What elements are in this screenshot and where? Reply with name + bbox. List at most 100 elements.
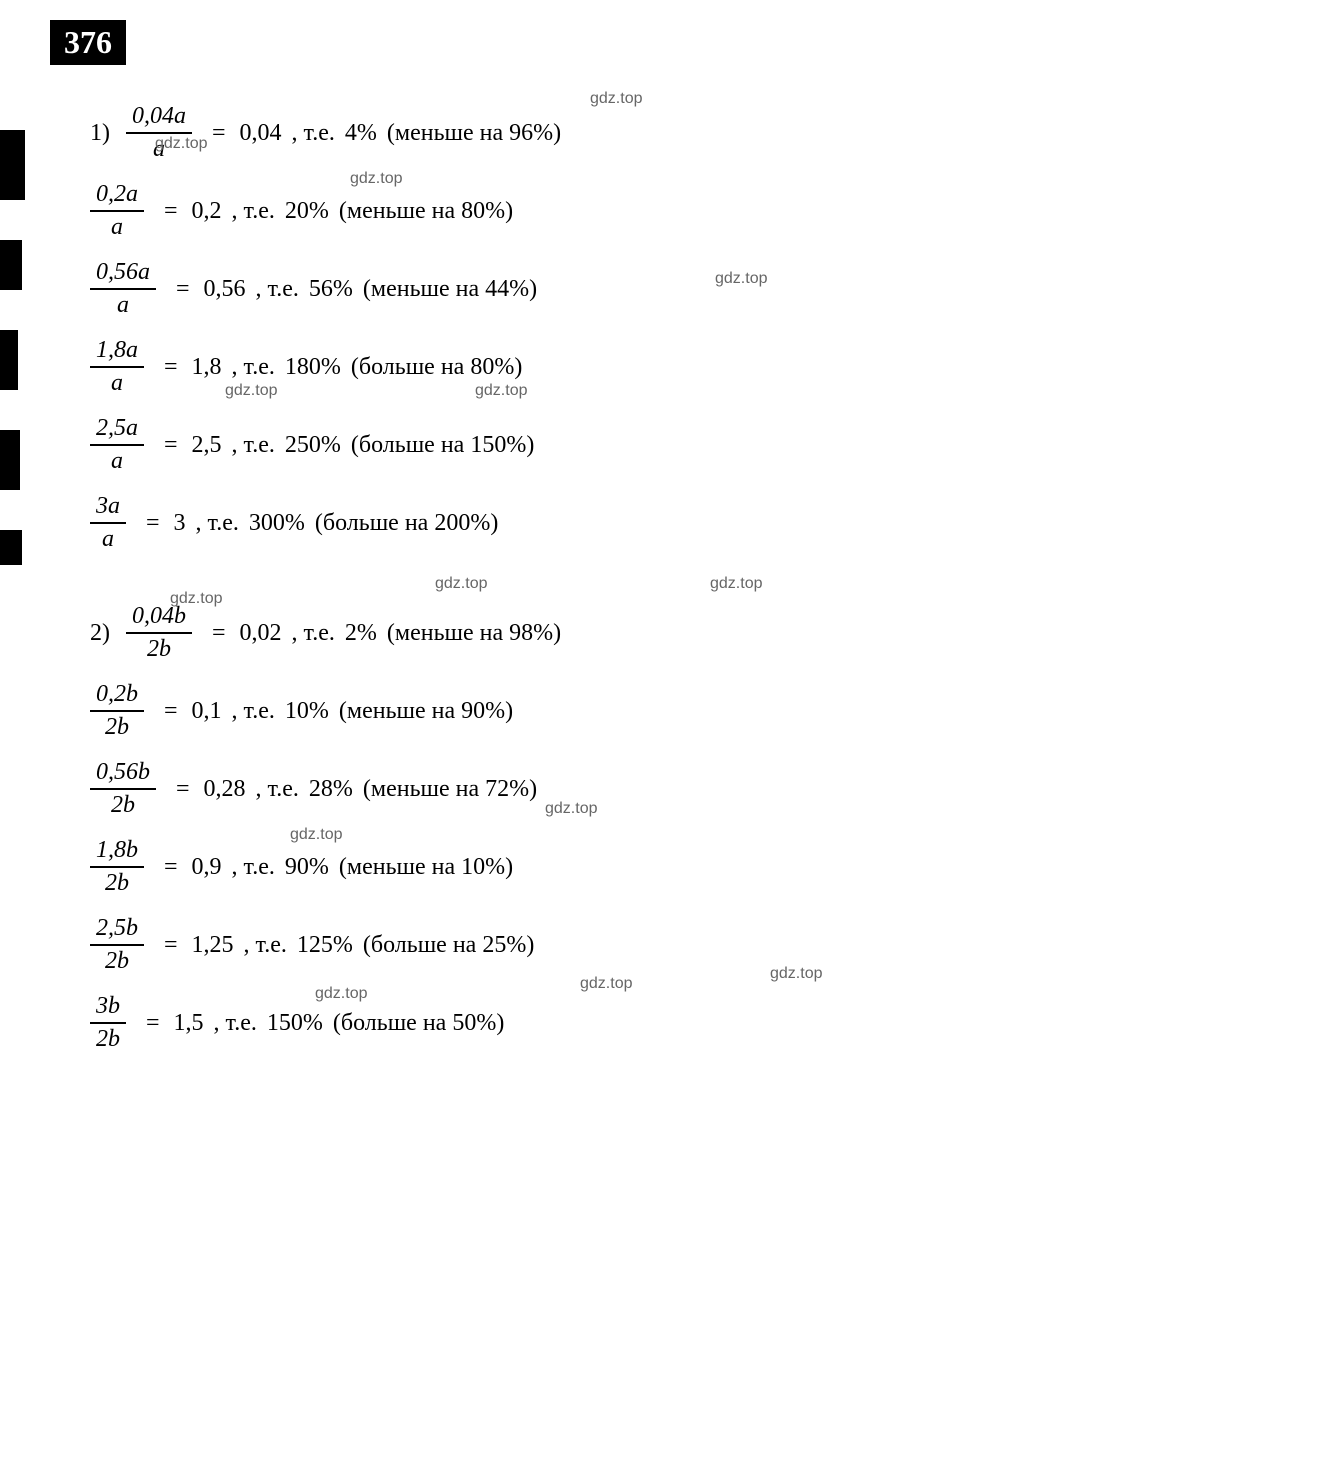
- ie-connector: , т.е.: [292, 620, 335, 647]
- equation-row: 2,5a a = 2,5 , т.е. 250% (больше на 150%…: [90, 415, 1268, 475]
- watermark-text: gdz.top: [155, 135, 207, 153]
- percent-value: 56%: [309, 276, 353, 303]
- equals-sign: =: [164, 698, 178, 725]
- equals-sign: =: [164, 198, 178, 225]
- result-value: 1,5: [174, 1010, 204, 1037]
- result-value: 0,02: [240, 620, 282, 647]
- equals-sign: =: [212, 120, 226, 147]
- result-value: 0,9: [192, 854, 222, 881]
- equals-sign: =: [164, 854, 178, 881]
- percent-value: 300%: [249, 510, 305, 537]
- percent-value: 20%: [285, 198, 329, 225]
- part-1: 1) 0,04a a = 0,04 , т.е. 4% (меньше на 9…: [90, 103, 1268, 553]
- watermark-text: gdz.top: [710, 575, 762, 593]
- fraction: 0,56b 2b: [90, 759, 156, 819]
- percent-value: 150%: [267, 1010, 323, 1037]
- list-marker: 2): [90, 620, 110, 647]
- denominator: a: [105, 446, 129, 475]
- ie-connector: , т.е.: [214, 1010, 257, 1037]
- result-value: 3: [174, 510, 186, 537]
- denominator: a: [105, 212, 129, 241]
- watermark-text: gdz.top: [770, 965, 822, 983]
- equals-sign: =: [164, 354, 178, 381]
- equation-row: 0,2b 2b = 0,1 , т.е. 10% (меньше на 90%): [90, 681, 1268, 741]
- watermark-text: gdz.top: [475, 382, 527, 400]
- result-value: 0,28: [204, 776, 246, 803]
- numerator: 1,8a: [90, 337, 144, 368]
- ie-connector: , т.е.: [196, 510, 239, 537]
- result-value: 0,56: [204, 276, 246, 303]
- numerator: 0,2b: [90, 681, 144, 712]
- equation-row: 2) 0,04b 2b = 0,02 , т.е. 2% (меньше на …: [90, 603, 1268, 663]
- equation-row: 0,2a a = 0,2 , т.е. 20% (меньше на 80%): [90, 181, 1268, 241]
- numerator: 0,56a: [90, 259, 156, 290]
- percent-value: 28%: [309, 776, 353, 803]
- ie-connector: , т.е.: [292, 120, 335, 147]
- ie-connector: , т.е.: [232, 198, 275, 225]
- equation-row: 2,5b 2b = 1,25 , т.е. 125% (больше на 25…: [90, 915, 1268, 975]
- equation-row: 0,56a a = 0,56 , т.е. 56% (меньше на 44%…: [90, 259, 1268, 319]
- percent-value: 180%: [285, 354, 341, 381]
- percent-value: 10%: [285, 698, 329, 725]
- watermark-text: gdz.top: [315, 985, 367, 1003]
- ie-connector: , т.е.: [232, 354, 275, 381]
- equals-sign: =: [146, 1010, 160, 1037]
- percent-value: 250%: [285, 432, 341, 459]
- fraction: 0,56a a: [90, 259, 156, 319]
- denominator: 2b: [141, 634, 177, 663]
- denominator: a: [96, 524, 120, 553]
- note-text: (меньше на 80%): [339, 198, 513, 225]
- result-value: 0,1: [192, 698, 222, 725]
- result-value: 0,2: [192, 198, 222, 225]
- numerator: 0,04a: [126, 103, 192, 134]
- fraction: 0,2b 2b: [90, 681, 144, 741]
- watermark-text: gdz.top: [170, 590, 222, 608]
- left-edge-marks: [0, 0, 30, 1091]
- watermark-text: gdz.top: [290, 826, 342, 844]
- equation-row: 3a a = 3 , т.е. 300% (больше на 200%): [90, 493, 1268, 553]
- note-text: (меньше на 72%): [363, 776, 537, 803]
- watermark-text: gdz.top: [580, 975, 632, 993]
- note-text: (меньше на 90%): [339, 698, 513, 725]
- fraction: 3a a: [90, 493, 126, 553]
- note-text: (меньше на 98%): [387, 620, 561, 647]
- watermark-text: gdz.top: [715, 270, 767, 288]
- equation-row: 1,8b 2b = 0,9 , т.е. 90% (меньше на 10%): [90, 837, 1268, 897]
- numerator: 2,5b: [90, 915, 144, 946]
- fraction: 2,5b 2b: [90, 915, 144, 975]
- denominator: a: [105, 368, 129, 397]
- watermark-text: gdz.top: [590, 90, 642, 108]
- note-text: (больше на 80%): [351, 354, 522, 381]
- result-value: 0,04: [240, 120, 282, 147]
- note-text: (больше на 150%): [351, 432, 534, 459]
- note-text: (больше на 200%): [315, 510, 498, 537]
- watermark-text: gdz.top: [435, 575, 487, 593]
- equals-sign: =: [164, 932, 178, 959]
- fraction: 0,04b 2b: [126, 603, 192, 663]
- watermark-text: gdz.top: [545, 800, 597, 818]
- denominator: a: [111, 290, 135, 319]
- numerator: 0,56b: [90, 759, 156, 790]
- numerator: 0,2a: [90, 181, 144, 212]
- equals-sign: =: [164, 432, 178, 459]
- note-text: (меньше на 44%): [363, 276, 537, 303]
- percent-value: 2%: [345, 620, 377, 647]
- ie-connector: , т.е.: [232, 854, 275, 881]
- percent-value: 4%: [345, 120, 377, 147]
- fraction: 3b 2b: [90, 993, 126, 1053]
- note-text: (меньше на 96%): [387, 120, 561, 147]
- numerator: 1,8b: [90, 837, 144, 868]
- fraction: 2,5a a: [90, 415, 144, 475]
- denominator: 2b: [105, 790, 141, 819]
- list-marker: 1): [90, 120, 110, 147]
- numerator: 3a: [90, 493, 126, 524]
- part-2: 2) 0,04b 2b = 0,02 , т.е. 2% (меньше на …: [90, 603, 1268, 1053]
- problem-number-text: 376: [64, 24, 112, 60]
- denominator: 2b: [99, 712, 135, 741]
- equals-sign: =: [146, 510, 160, 537]
- note-text: (больше на 25%): [363, 932, 534, 959]
- watermark-text: gdz.top: [225, 382, 277, 400]
- equals-sign: =: [212, 620, 226, 647]
- percent-value: 125%: [297, 932, 353, 959]
- fraction: 1,8b 2b: [90, 837, 144, 897]
